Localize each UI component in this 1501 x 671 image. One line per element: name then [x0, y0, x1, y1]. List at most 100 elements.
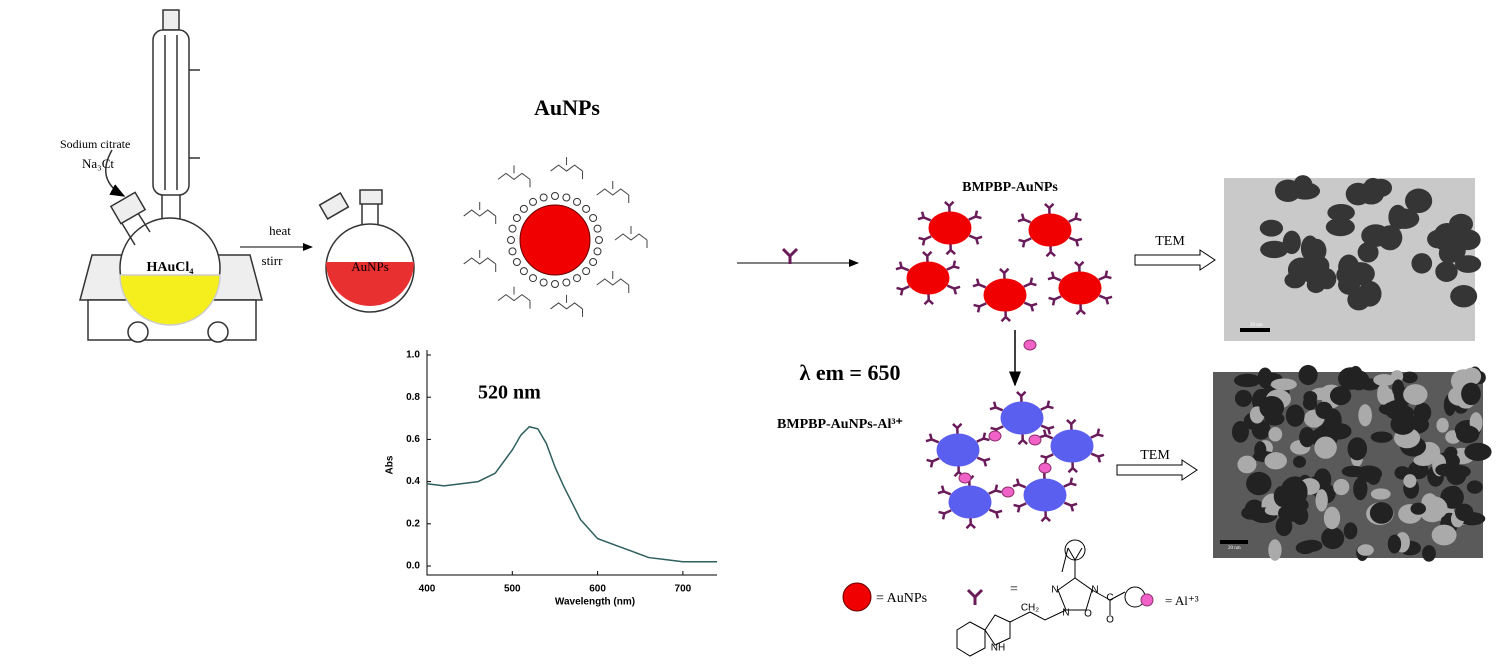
ligand: [1016, 390, 1027, 403]
grain: [1370, 488, 1391, 500]
charge: [512, 214, 521, 222]
charge: [593, 224, 602, 233]
al-ion: [988, 430, 1002, 442]
y-tick-label: 1.0: [406, 350, 420, 361]
ligand: [1045, 245, 1056, 258]
scale-bar: [1240, 328, 1270, 332]
grain: [1454, 503, 1474, 522]
y-tick-label: 0.0: [406, 561, 420, 572]
grain: [1291, 480, 1308, 504]
particle: [1058, 271, 1102, 305]
charge: [589, 214, 598, 222]
apparatus: [79, 9, 263, 343]
grain: [1298, 364, 1318, 386]
grain: [1431, 524, 1457, 546]
ligand: [976, 432, 990, 443]
grain: [1302, 262, 1332, 285]
grain: [1259, 219, 1284, 237]
title: AuNPs: [534, 95, 600, 120]
x-tick-label: 600: [589, 584, 606, 595]
grain: [1392, 379, 1405, 398]
grain: [1353, 477, 1368, 501]
ligand: [968, 210, 982, 221]
ligand: [945, 243, 956, 256]
ligand: [988, 484, 1002, 495]
ligand: [1023, 277, 1037, 288]
charge: [508, 224, 517, 233]
al-ion: [1038, 462, 1052, 474]
ligand: [965, 517, 976, 530]
particle: [519, 204, 591, 276]
grain: [1369, 502, 1394, 524]
ligand: [1098, 270, 1112, 281]
flask: [318, 189, 415, 313]
ligand: [973, 302, 987, 313]
particle: [906, 261, 950, 295]
y-label: Abs: [385, 455, 396, 474]
citrate: [550, 157, 584, 180]
atom: O: [1106, 615, 1114, 626]
axes: [426, 350, 717, 576]
grain: [1327, 203, 1355, 222]
label: TEM: [1155, 234, 1185, 249]
charge: [507, 236, 515, 244]
charge: [593, 247, 602, 256]
label: BMPBP-AuNPs-Al³⁺: [777, 417, 903, 432]
al-ion: [1023, 339, 1037, 351]
al-ion: [958, 472, 972, 484]
label: 20 nm: [1250, 323, 1263, 328]
grain: [1420, 496, 1448, 520]
particle: [1023, 478, 1067, 512]
charge: [582, 267, 591, 276]
ligand: [1012, 478, 1027, 489]
label: Na₃Ct: [82, 156, 114, 171]
ligand: [1048, 295, 1062, 306]
grain: [1456, 425, 1480, 444]
grain: [1436, 417, 1449, 433]
label: λ em = 650: [800, 360, 901, 385]
atom: N: [1091, 585, 1098, 596]
ligand: [1047, 271, 1062, 282]
tem-image: [1213, 364, 1492, 562]
grain: [1233, 373, 1261, 388]
citrate: [463, 249, 497, 272]
citrate: [596, 270, 630, 293]
label: AuNPs: [351, 259, 389, 274]
y-tick-label: 0.6: [406, 434, 420, 445]
grain: [1355, 465, 1383, 482]
charge: [573, 274, 581, 283]
ligand: [1000, 310, 1011, 323]
ligand: [1044, 202, 1055, 215]
grain: [1264, 452, 1287, 470]
grain: [1387, 534, 1402, 554]
y-tick-label: 0.4: [406, 476, 420, 487]
grain: [1377, 383, 1391, 405]
ligand: [1090, 428, 1104, 439]
x-tick-label: 400: [419, 584, 436, 595]
legend-particle: [842, 582, 872, 612]
ligand-icon: [781, 247, 799, 264]
citrate-coated-particle: [463, 157, 648, 317]
citrate: [614, 226, 648, 248]
grain: [1403, 384, 1428, 405]
ligand: [937, 485, 952, 496]
ligand: [1040, 400, 1054, 411]
particle: [928, 211, 972, 245]
grain: [1257, 367, 1273, 389]
citrate: [497, 286, 531, 309]
ligand: [917, 211, 932, 222]
atom: C: [1106, 593, 1113, 604]
ligand: [895, 261, 910, 272]
charge: [519, 204, 528, 213]
grain: [1325, 217, 1355, 237]
grain: [1329, 386, 1352, 406]
grain: [1435, 261, 1458, 282]
grain: [1268, 539, 1282, 561]
ligand: [946, 260, 960, 271]
legend-text: = Al⁺³: [1165, 593, 1199, 608]
annotation: 520 nm: [478, 382, 541, 404]
particle: [983, 278, 1027, 312]
particle: [1000, 401, 1044, 435]
ligand: [938, 509, 952, 520]
grain: [1231, 421, 1249, 443]
